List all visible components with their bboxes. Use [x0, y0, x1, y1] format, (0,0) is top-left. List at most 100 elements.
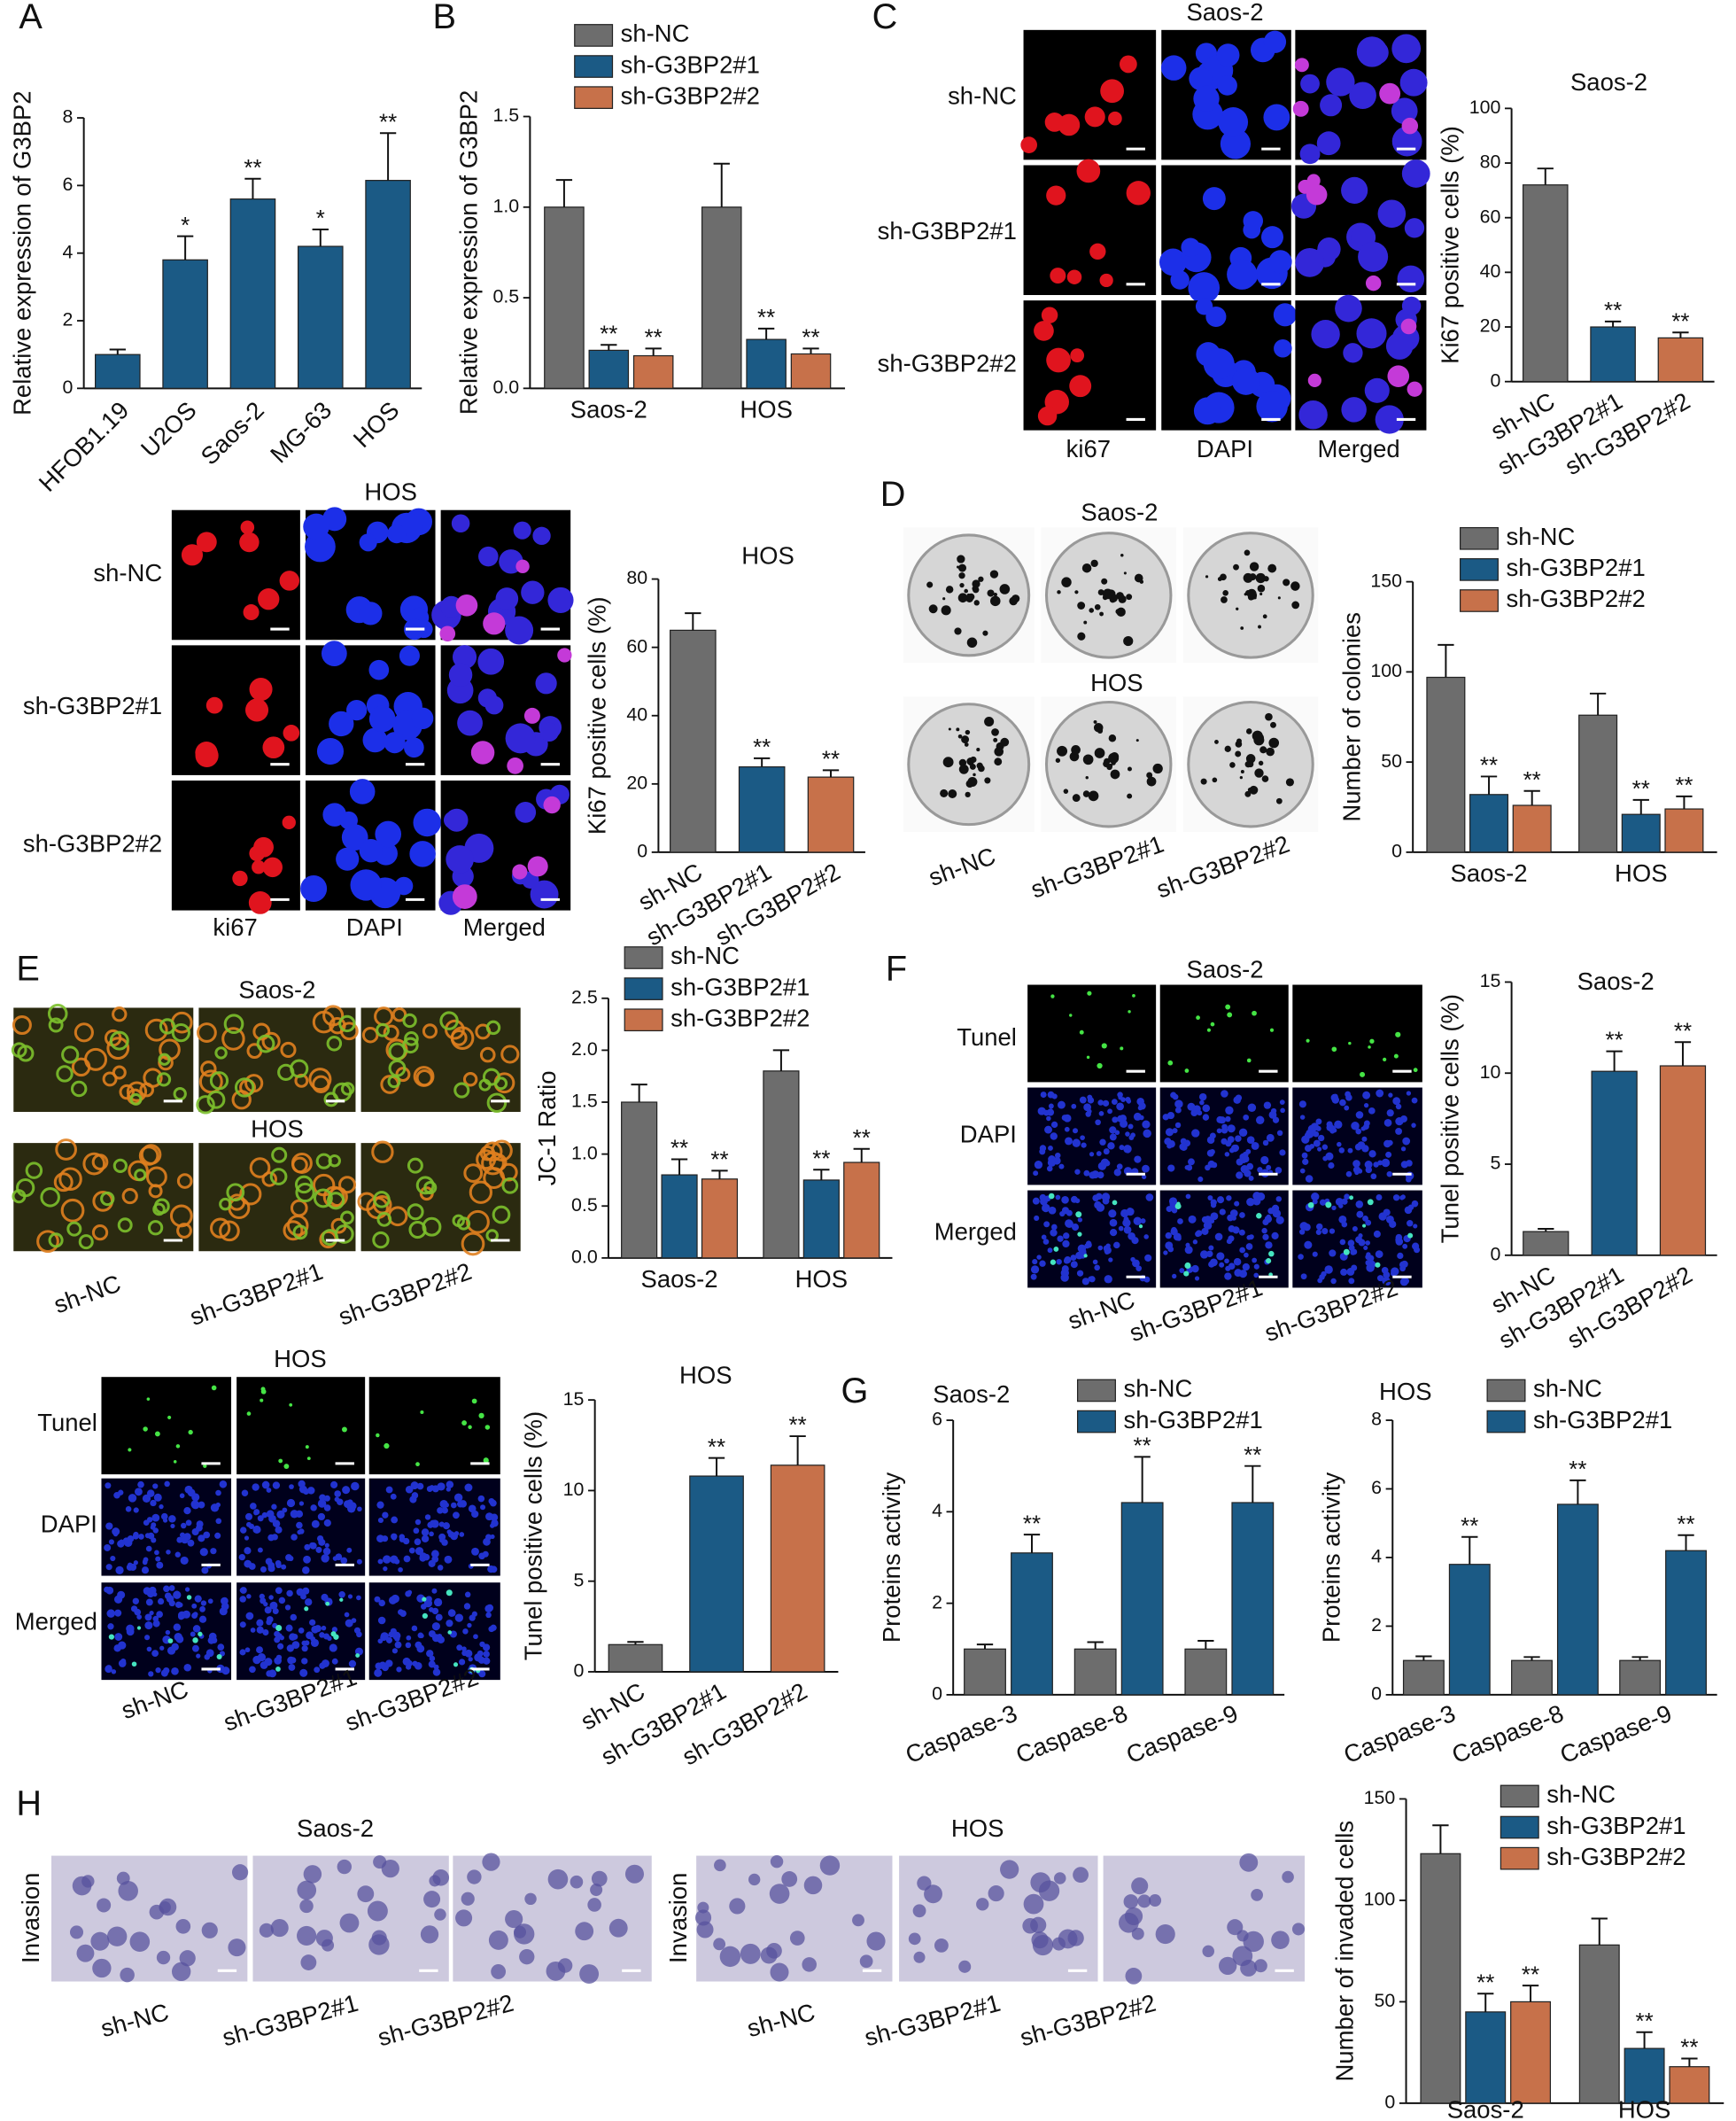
cell — [319, 1494, 326, 1502]
cell — [1227, 1919, 1244, 1936]
colony — [959, 583, 965, 588]
bar — [588, 349, 630, 389]
significance: ** — [1476, 1970, 1494, 1995]
y-axis-label: Relative expression of G3BP2 — [454, 90, 482, 415]
cell — [1381, 1266, 1389, 1274]
bar — [1669, 2066, 1710, 2104]
legend-swatch — [1459, 589, 1499, 612]
cell — [249, 845, 266, 862]
cell — [1375, 1250, 1383, 1258]
cell — [913, 1951, 926, 1963]
cell — [291, 1534, 298, 1541]
colony — [1101, 578, 1108, 585]
cell — [133, 1531, 139, 1538]
cell — [324, 1542, 329, 1548]
cell — [136, 1614, 143, 1620]
cell — [252, 1022, 271, 1041]
cell — [484, 695, 504, 715]
cell — [446, 1480, 454, 1488]
cell — [374, 1596, 381, 1603]
bar — [1510, 2001, 1552, 2104]
cell — [1069, 1014, 1073, 1017]
colony — [1071, 745, 1081, 755]
cell — [464, 1483, 473, 1492]
cell — [532, 526, 551, 545]
colony — [973, 600, 980, 606]
colony — [1261, 775, 1269, 782]
cell — [1170, 270, 1190, 290]
cell — [1399, 1278, 1408, 1286]
column-label: sh-NC — [50, 1270, 125, 1319]
cell — [174, 1633, 182, 1642]
cell — [407, 1157, 423, 1174]
y-axis-label: Number of invaded cells — [1331, 1821, 1359, 2082]
bar — [1621, 813, 1661, 853]
colony — [1205, 575, 1209, 579]
column-label: sh-G3BP2#1 — [862, 1989, 1004, 2052]
cell — [1202, 1104, 1211, 1113]
cell — [1048, 1103, 1054, 1109]
cell — [413, 808, 441, 837]
cell — [58, 1167, 82, 1192]
colony — [1123, 571, 1127, 575]
column-label: ki67 — [1066, 435, 1111, 462]
bar — [843, 1162, 880, 1259]
cell — [1276, 1130, 1283, 1137]
cell — [1066, 1220, 1073, 1228]
cell — [128, 1448, 132, 1452]
y-tick-label: 6 — [932, 1409, 942, 1430]
cell — [461, 1646, 467, 1652]
cell — [335, 1553, 343, 1561]
cell — [15, 1177, 35, 1198]
cell — [1315, 1118, 1322, 1125]
cell — [1395, 1233, 1403, 1241]
cell — [1123, 1145, 1132, 1154]
cell — [579, 1964, 600, 1984]
cell — [1112, 1200, 1118, 1206]
y-axis-label: Ki67 positive cells (%) — [1437, 126, 1464, 364]
cell — [1034, 321, 1054, 341]
colony — [1200, 778, 1207, 785]
cell — [1048, 1206, 1057, 1215]
cell — [381, 1535, 389, 1542]
cell — [174, 1551, 181, 1558]
cell — [456, 1644, 463, 1651]
cell — [1221, 1123, 1228, 1130]
cell — [1299, 1229, 1306, 1235]
cell — [378, 1599, 385, 1607]
y-tick-label: 0.5 — [571, 1194, 598, 1216]
y-tick-label: 2 — [63, 309, 74, 330]
cell — [329, 711, 354, 737]
row-label: sh-G3BP2#2 — [878, 350, 1017, 377]
y-tick-label: 150 — [1364, 1787, 1396, 1808]
cell — [1235, 1094, 1243, 1101]
bar — [621, 1101, 658, 1259]
colony — [1107, 594, 1112, 599]
y-tick-label: 4 — [1371, 1546, 1382, 1567]
colony — [991, 728, 999, 736]
cell — [1050, 1259, 1057, 1265]
cell — [1411, 1123, 1416, 1128]
cell — [1313, 1139, 1321, 1147]
x-tick-label: Saos-2 — [641, 1265, 718, 1293]
cell — [1248, 1175, 1254, 1181]
cell — [1044, 1125, 1052, 1134]
cell — [288, 1664, 296, 1671]
cell — [416, 1482, 424, 1490]
legend-swatch — [574, 55, 614, 78]
cell — [1104, 1275, 1112, 1284]
cell — [1243, 211, 1264, 231]
y-tick-label: 20 — [626, 772, 647, 793]
cell — [104, 1544, 112, 1551]
y-tick-label: 10 — [1480, 1061, 1501, 1083]
cell — [1260, 1155, 1269, 1165]
cell — [1260, 226, 1284, 249]
colony — [964, 742, 969, 747]
y-tick-label: 15 — [1480, 970, 1501, 991]
cell — [1191, 1264, 1199, 1273]
cell — [1053, 1247, 1059, 1252]
cell — [60, 1198, 85, 1223]
cell — [373, 1191, 391, 1208]
cell — [359, 602, 383, 625]
